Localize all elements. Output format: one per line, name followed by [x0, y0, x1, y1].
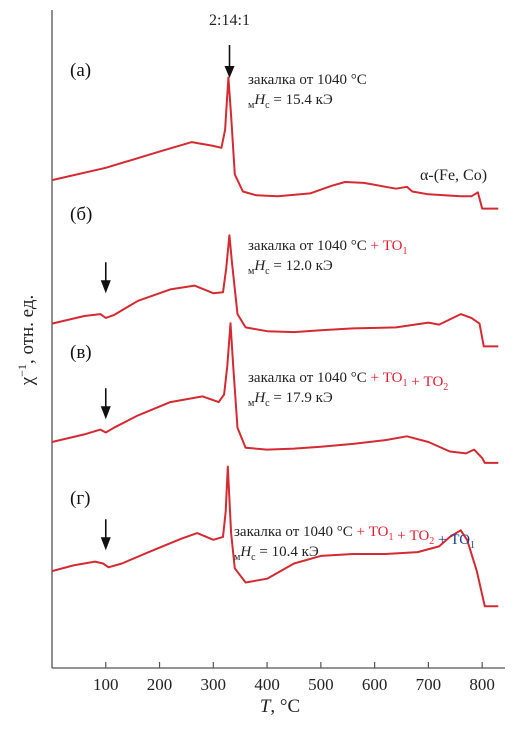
- x-tick-label-400: 400: [254, 675, 280, 694]
- y-axis-label-symbol: χ: [17, 376, 38, 386]
- hc-value-3: = 10.4 кЭ: [256, 544, 319, 560]
- phase-label: α-(Fe, Co): [420, 167, 487, 184]
- annotation-segment-3-1: + ТО: [353, 524, 389, 540]
- x-tick-label-300: 300: [201, 675, 227, 694]
- annotation-sub-3-1: 1: [389, 532, 394, 543]
- annotation-segment-3-0: закалка от 1040 °C: [234, 524, 353, 540]
- annotation-segment-2-1: + ТО: [367, 370, 403, 386]
- hc-sub-2: c: [265, 398, 270, 409]
- panel-annotation-2: закалка от 1040 °C + ТО1 + ТО2: [248, 370, 448, 393]
- hc-symbol-1: H: [253, 258, 266, 274]
- x-axis-label-symbol: T: [260, 696, 272, 717]
- annotation-segment-2-0: закалка от 1040 °C: [248, 370, 367, 386]
- hc-sub-1: c: [265, 266, 270, 277]
- annotation-segment-1-0: закалка от 1040 °C: [248, 238, 367, 254]
- y-axis-label-sup: −1: [15, 364, 29, 377]
- top-marker-arrow: [224, 45, 235, 78]
- panel-label-0: (а): [70, 60, 91, 81]
- y-axis-label: χ−1, отн. ед.: [15, 295, 38, 387]
- panel-annotation-1: закалка от 1040 °C + ТО1: [248, 238, 408, 257]
- low-temp-arrow-head-2: [100, 406, 111, 420]
- x-tick-label-600: 600: [362, 675, 388, 694]
- panel-coercivity-3: мHc = 10.4 кЭ: [234, 544, 319, 563]
- top-marker-label: 2:14:1: [209, 12, 250, 29]
- x-tick-label-800: 800: [469, 675, 495, 694]
- top-marker-arrow-head: [224, 66, 235, 78]
- series-line-3: [51, 465, 499, 608]
- hc-symbol-0: H: [253, 92, 266, 108]
- hc-prefix-0: м: [248, 100, 255, 111]
- annotation-sub-1-1: 1: [403, 246, 408, 257]
- annotation-segment-0-0: закалка от 1040 °C: [248, 72, 367, 88]
- low-temp-arrow-head-1: [100, 280, 111, 294]
- series-line-1: [51, 234, 499, 348]
- hc-symbol-3: H: [239, 544, 252, 560]
- hc-prefix-1: м: [248, 266, 255, 277]
- hc-sub-0: c: [265, 100, 270, 111]
- series-line-0: [51, 76, 499, 210]
- x-axis-label-unit: , °C: [270, 696, 300, 717]
- panel-0: (а) закалка от 1040 °C мHc = 15.4 кЭ: [51, 60, 499, 210]
- panel-label-2: (в): [70, 342, 92, 363]
- panel-label-1: (б): [70, 204, 92, 225]
- x-axis-ticks: 100 200 300 400 500 600 700 800: [93, 662, 495, 694]
- panel-coercivity-2: мHc = 17.9 кЭ: [248, 390, 333, 409]
- hc-value-0: = 15.4 кЭ: [270, 92, 333, 108]
- panel-coercivity-0: мHc = 15.4 кЭ: [248, 92, 333, 111]
- panel-annotation-3: закалка от 1040 °C + ТО1 + ТО2 + ТО1: [234, 524, 475, 551]
- hc-value-1: = 12.0 кЭ: [270, 258, 333, 274]
- annotation-segment-1-1: + ТО: [367, 238, 403, 254]
- annotation-segment-3-3: + ТО: [434, 532, 470, 548]
- hc-prefix-2: м: [248, 398, 255, 409]
- annotation-sub-2-1: 1: [403, 378, 408, 389]
- x-tick-label-700: 700: [416, 675, 442, 694]
- hc-value-2: = 17.9 кЭ: [270, 390, 333, 406]
- low-temp-arrow-head-3: [100, 537, 111, 551]
- hc-sub-3: c: [251, 552, 256, 563]
- x-tick-label-200: 200: [147, 675, 173, 694]
- x-tick-label-500: 500: [308, 675, 334, 694]
- series-line-2: [51, 322, 499, 464]
- y-axis-label-unit: , отн. ед.: [17, 295, 38, 364]
- x-tick-label-100: 100: [93, 675, 119, 694]
- hc-symbol-2: H: [253, 390, 266, 406]
- panel-label-3: (г): [70, 488, 90, 509]
- panel-annotation-0: закалка от 1040 °C: [248, 72, 367, 88]
- annotation-sub-3-2: 2: [429, 536, 434, 547]
- panel-3: (г)закалка от 1040 °C + ТО1 + ТО2 + ТО1м…: [51, 465, 499, 608]
- annotation-segment-3-2: + ТО: [394, 528, 430, 544]
- annotation-sub-2-2: 2: [443, 382, 448, 393]
- annotation-segment-2-2: + ТО: [408, 374, 444, 390]
- hc-prefix-3: м: [234, 552, 241, 563]
- annotation-sub-3-3: 1: [470, 540, 475, 551]
- x-axis-label: T, °C: [260, 696, 300, 717]
- panel-coercivity-1: мHc = 12.0 кЭ: [248, 258, 333, 277]
